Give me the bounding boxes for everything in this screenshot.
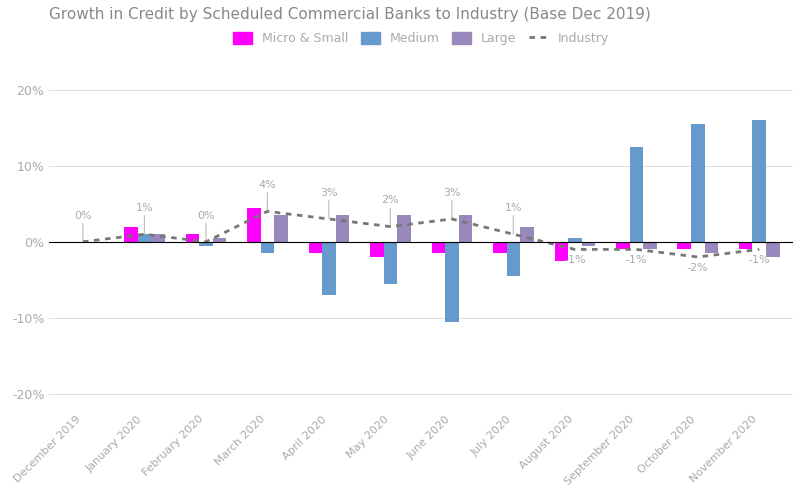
Bar [247, 207, 261, 242]
Bar [766, 242, 779, 257]
Text: 0%: 0% [74, 210, 92, 242]
Bar [630, 147, 643, 242]
Bar [582, 242, 595, 246]
Bar [643, 242, 657, 249]
Bar [186, 234, 199, 242]
Bar [554, 242, 568, 261]
Text: 1%: 1% [136, 203, 154, 234]
Text: 0%: 0% [197, 210, 214, 242]
Bar [274, 215, 288, 242]
Bar [493, 242, 506, 253]
Text: 3%: 3% [320, 188, 338, 219]
Bar [691, 124, 705, 242]
Text: -1%: -1% [564, 255, 586, 265]
Bar [506, 242, 520, 276]
Bar [678, 242, 691, 249]
Bar [151, 234, 165, 242]
Bar [322, 242, 336, 295]
Bar [370, 242, 383, 257]
Text: -2%: -2% [687, 263, 709, 273]
Text: -1%: -1% [749, 255, 770, 265]
Bar [124, 227, 138, 242]
Text: 4%: 4% [258, 180, 276, 211]
Text: -1%: -1% [626, 255, 647, 265]
Text: 2%: 2% [382, 195, 399, 227]
Bar [383, 242, 397, 284]
Bar [199, 242, 213, 246]
Bar [739, 242, 753, 249]
Bar [458, 215, 472, 242]
Bar [568, 238, 582, 242]
Bar [309, 242, 322, 253]
Bar [397, 215, 410, 242]
Bar [138, 234, 151, 242]
Bar [213, 238, 226, 242]
Bar [445, 242, 458, 322]
Bar [616, 242, 630, 249]
Legend: Micro & Small, Medium, Large, Industry: Micro & Small, Medium, Large, Industry [228, 27, 614, 50]
Text: 1%: 1% [505, 203, 522, 234]
Text: Growth in Credit by Scheduled Commercial Banks to Industry (Base Dec 2019): Growth in Credit by Scheduled Commercial… [49, 7, 651, 22]
Bar [336, 215, 349, 242]
Bar [753, 120, 766, 242]
Text: 3%: 3% [443, 188, 461, 219]
Bar [431, 242, 445, 253]
Bar [520, 227, 534, 242]
Bar [705, 242, 718, 253]
Bar [261, 242, 274, 253]
